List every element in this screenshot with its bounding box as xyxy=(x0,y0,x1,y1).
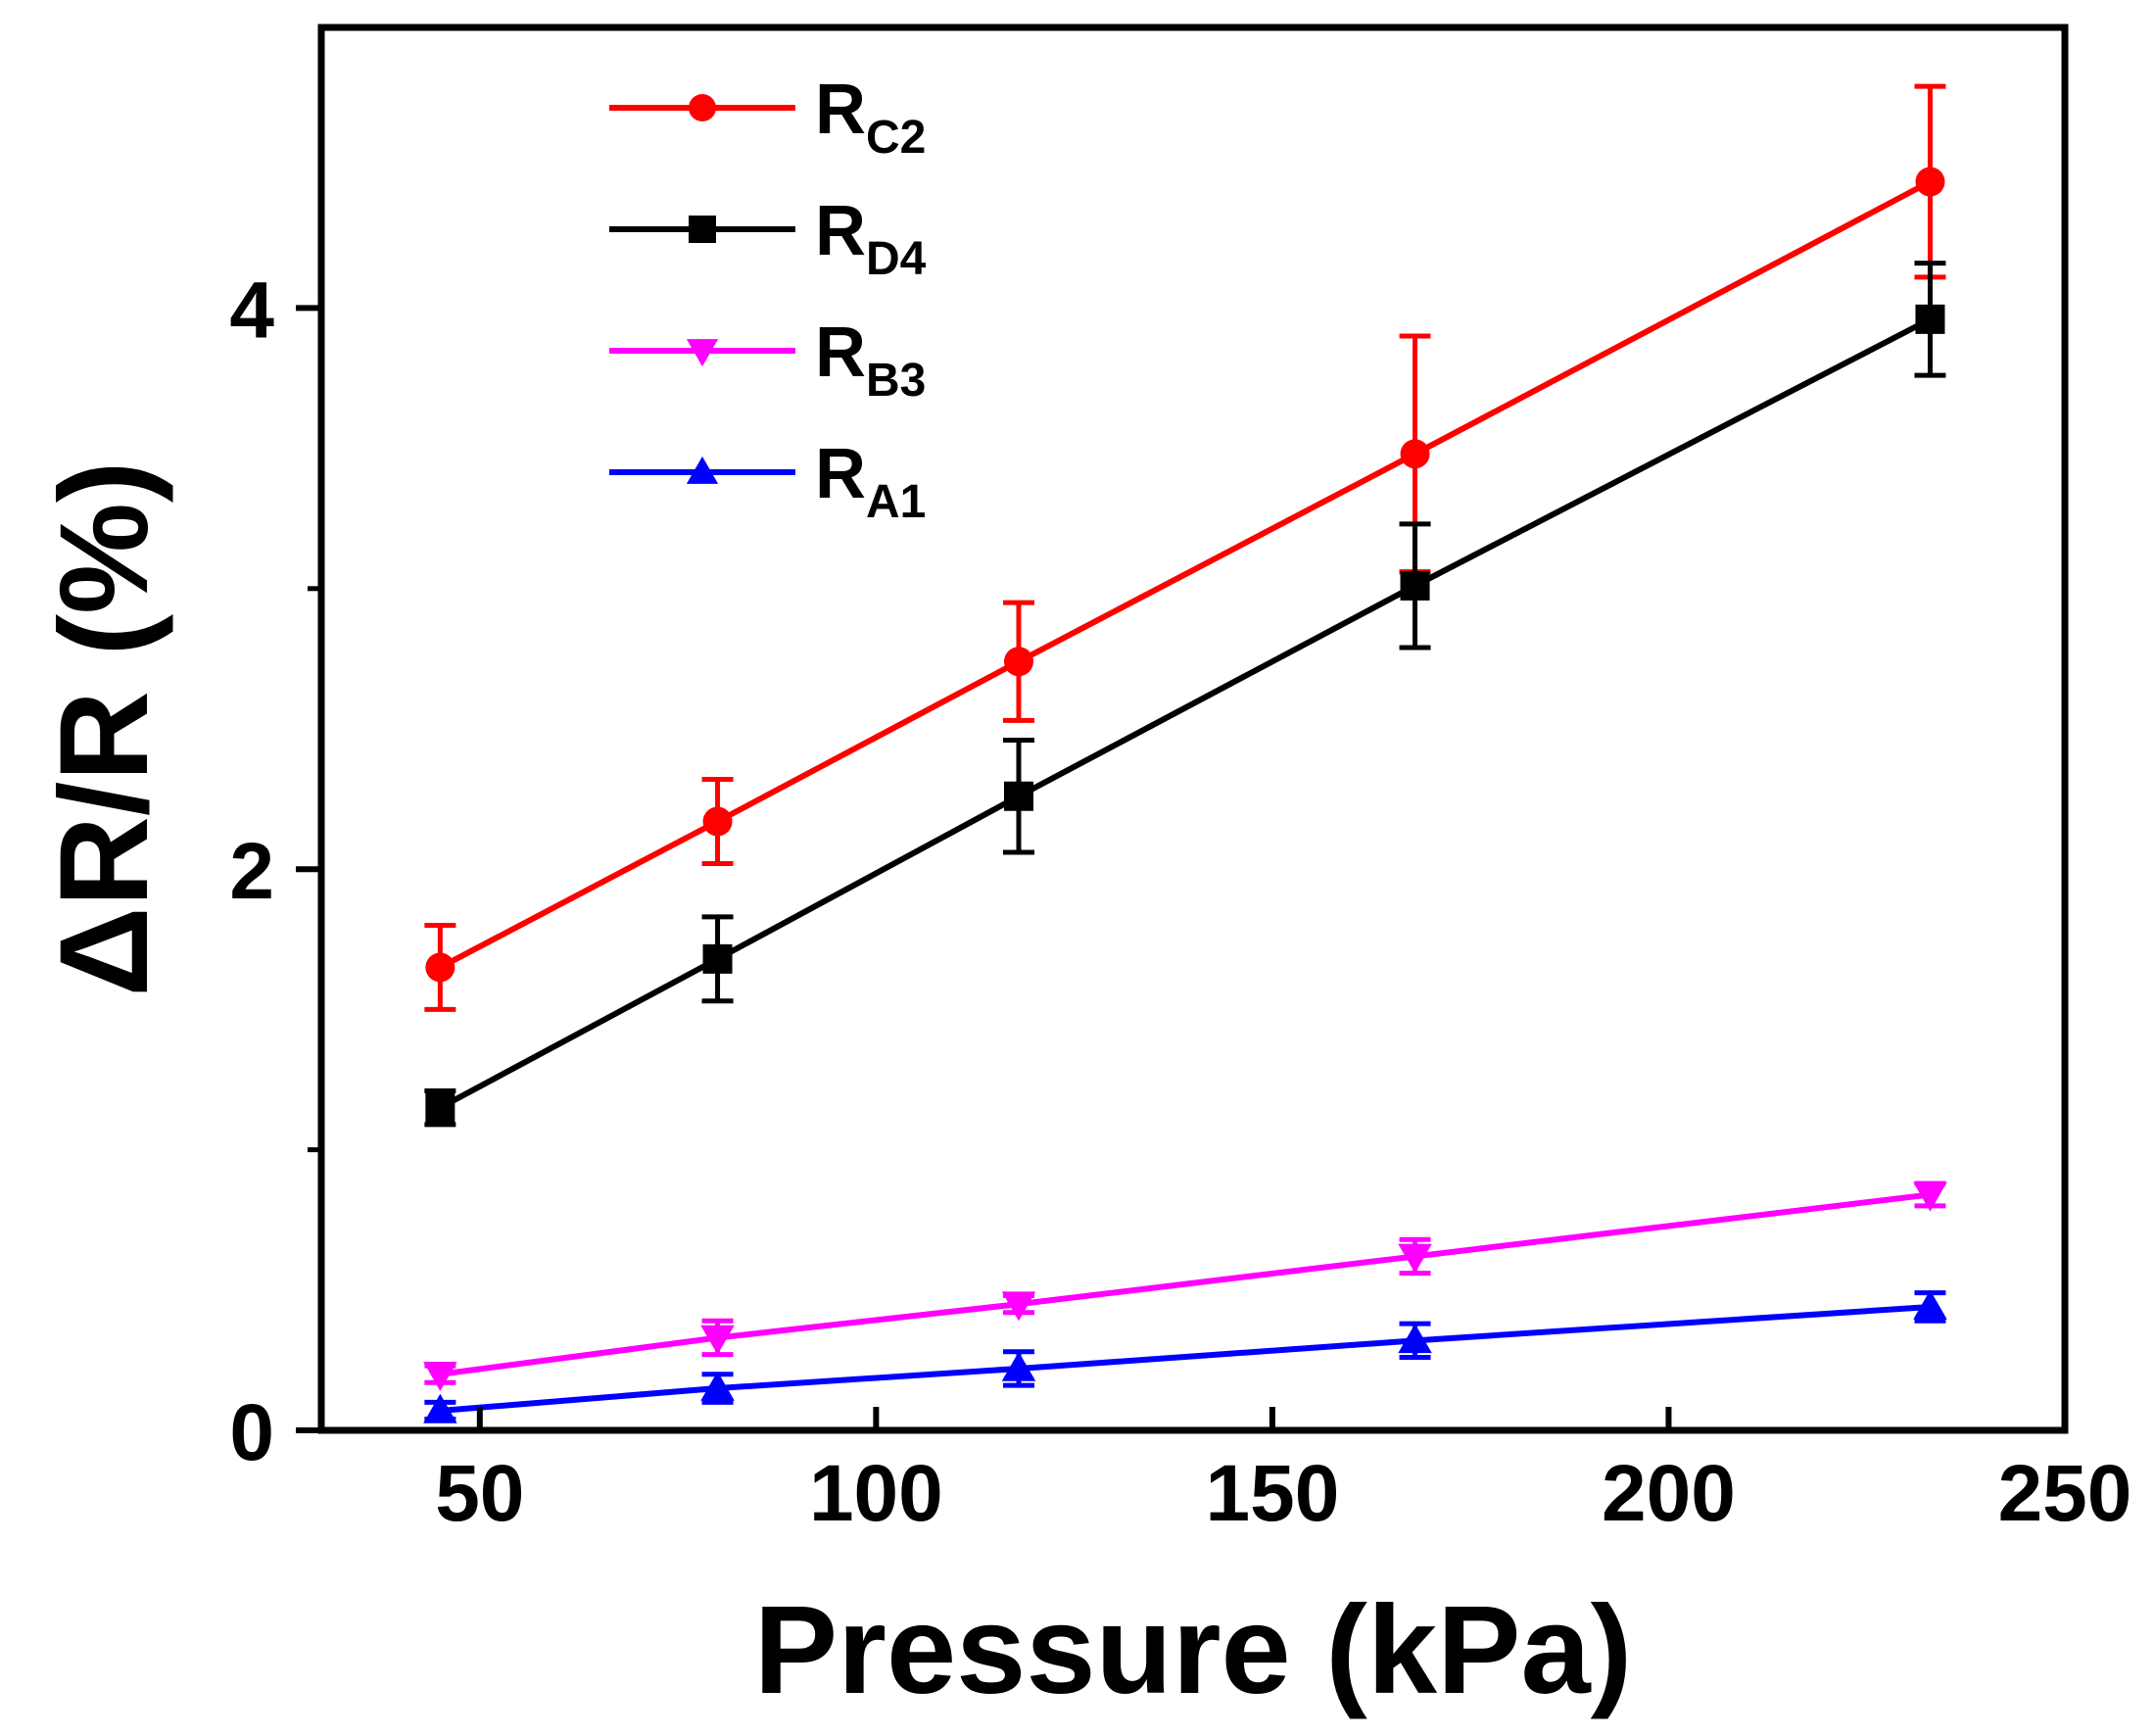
data-point-RD4-3 xyxy=(1400,570,1430,601)
legend-item-RA1: RA1 xyxy=(609,435,926,528)
axes: 50 100 150 200 250 0 2 4 xyxy=(229,265,2131,1538)
data-point-RA1-4 xyxy=(1913,1289,1947,1320)
series-line-RD4 xyxy=(438,316,1932,1111)
data-point-RA1-2 xyxy=(1001,1351,1036,1381)
legend-label-RB3: RB3 xyxy=(815,313,926,407)
legend-item-RC2: RC2 xyxy=(609,71,926,164)
data-point-RC2-1 xyxy=(702,806,733,837)
data-point-RD4-0 xyxy=(425,1092,455,1123)
series-RC2 xyxy=(424,83,1946,1012)
data-point-RA1-1 xyxy=(700,1371,735,1401)
data-point-RA1-3 xyxy=(1398,1324,1432,1354)
x-tick-label-150: 150 xyxy=(1205,1449,1339,1538)
data-point-RB3-0 xyxy=(423,1361,457,1391)
legend: RC2 RD4 RB3 RA1 xyxy=(609,71,927,528)
x-axis-title: Pressure (kPa) xyxy=(754,1580,1633,1720)
data-point-RC2-0 xyxy=(425,952,455,983)
legend-marker-RA1 xyxy=(686,456,719,484)
x-tick-label-100: 100 xyxy=(809,1449,943,1538)
data-point-RC2-3 xyxy=(1400,439,1430,469)
data-point-RA1-0 xyxy=(423,1393,457,1423)
plot-frame xyxy=(317,24,2069,1434)
legend-label-RA1: RA1 xyxy=(815,435,926,528)
data-point-RB3-1 xyxy=(700,1325,735,1355)
x-tick-label-200: 200 xyxy=(1602,1449,1736,1538)
x-tick-label-50: 50 xyxy=(435,1449,524,1538)
series-line-RC2 xyxy=(438,178,1932,971)
legend-item-RB3: RB3 xyxy=(609,313,926,407)
legend-label-RC2: RC2 xyxy=(815,71,926,164)
data-point-RC2-4 xyxy=(1915,167,1945,197)
data-point-RB3-4 xyxy=(1913,1181,1947,1212)
data-point-RD4-1 xyxy=(702,943,733,974)
data-point-RD4-2 xyxy=(1004,781,1033,811)
legend-marker-RD4 xyxy=(689,216,716,243)
series-line-RB3 xyxy=(439,1191,1931,1377)
y-axis-title: ΔR/R (%) xyxy=(34,460,174,996)
y-tick-label-0: 0 xyxy=(229,1388,274,1477)
y-tick-label-2: 2 xyxy=(229,827,274,916)
series-layer xyxy=(423,83,1947,1423)
data-point-RC2-2 xyxy=(1004,647,1033,677)
series-line-RA1 xyxy=(440,1303,1931,1414)
y-tick-label-4: 4 xyxy=(229,265,274,355)
data-point-RB3-3 xyxy=(1398,1243,1432,1274)
series-RA1 xyxy=(423,1289,1947,1423)
legend-marker-RB3 xyxy=(686,339,719,367)
x-tick-label-250: 250 xyxy=(1998,1449,2132,1538)
series-RB3 xyxy=(423,1181,1947,1391)
series-RD4 xyxy=(424,261,1946,1128)
legend-label-RD4: RD4 xyxy=(815,192,927,285)
legend-item-RD4: RD4 xyxy=(609,192,927,285)
legend-marker-RC2 xyxy=(689,94,716,121)
data-point-RD4-4 xyxy=(1915,304,1945,334)
data-point-RB3-2 xyxy=(1001,1291,1036,1322)
